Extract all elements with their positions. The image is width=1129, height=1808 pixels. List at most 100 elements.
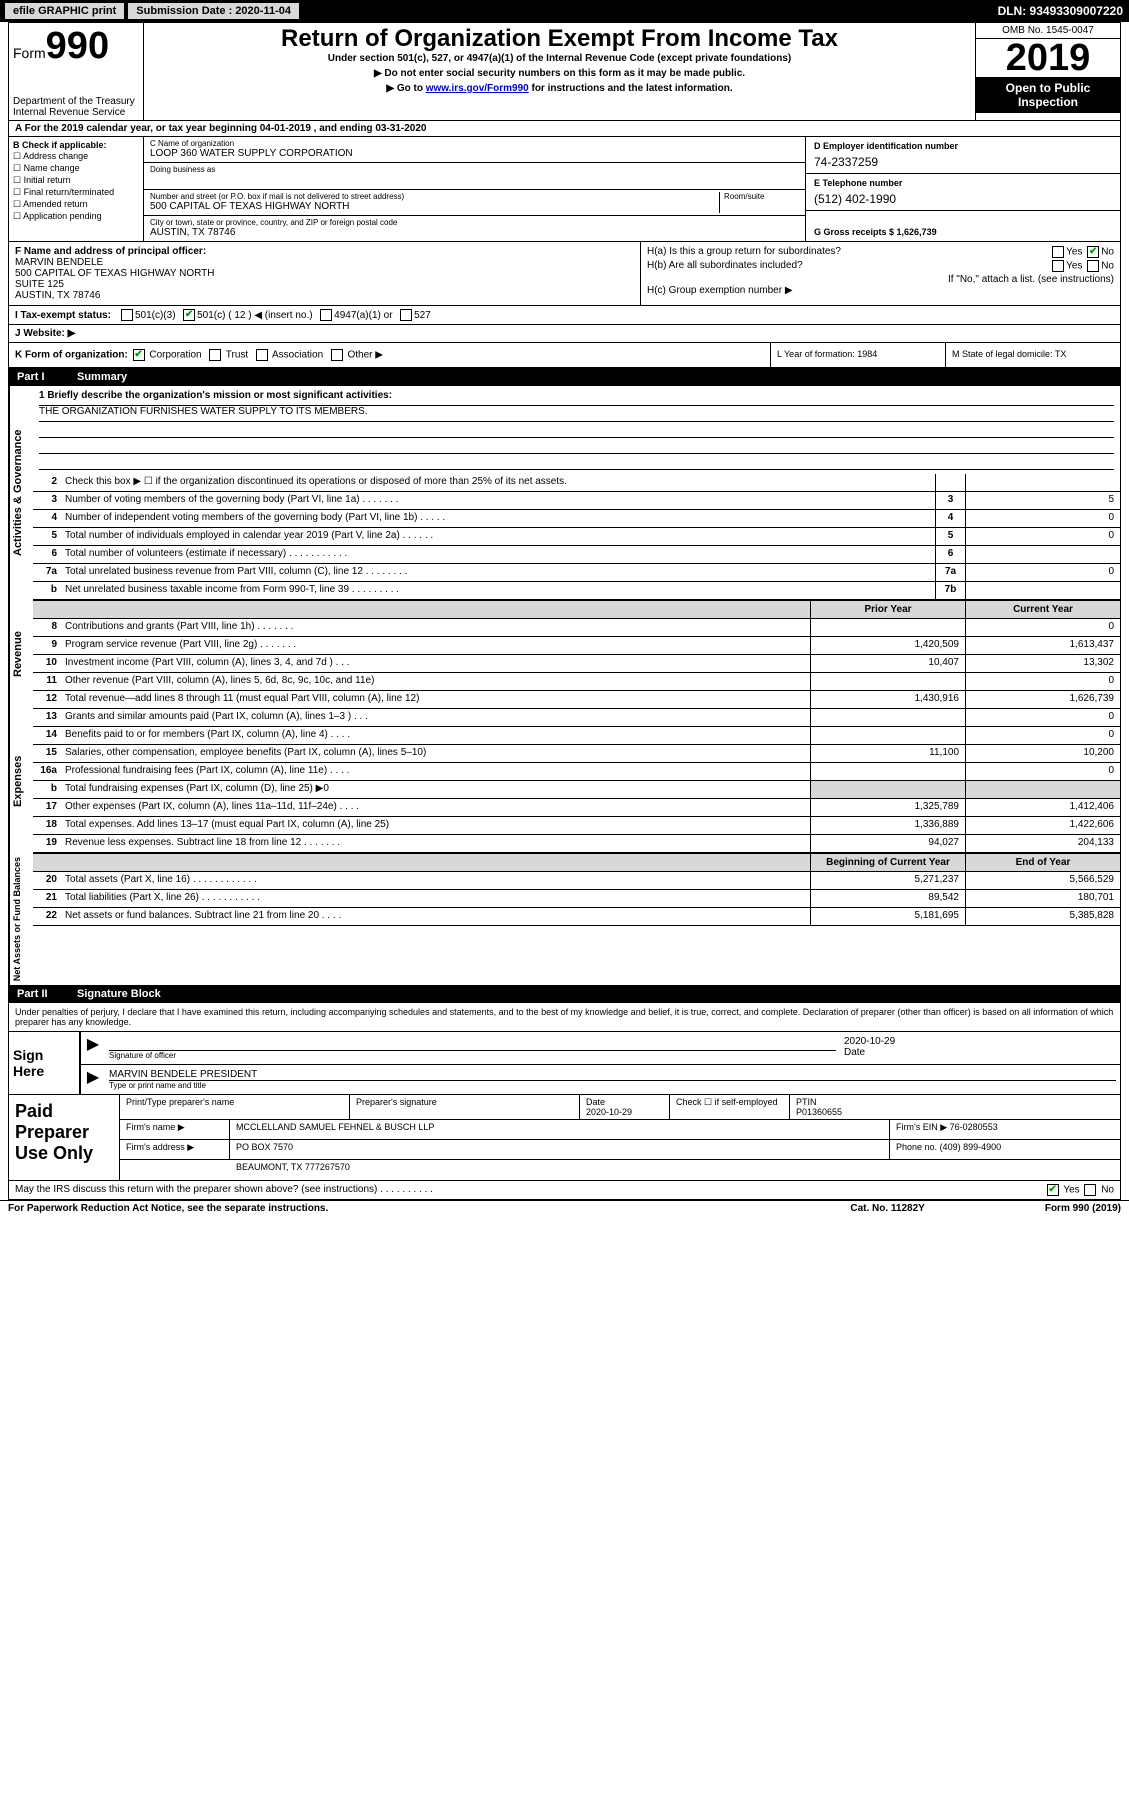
hb-yes[interactable] bbox=[1052, 260, 1064, 272]
i-501c[interactable] bbox=[183, 309, 195, 321]
row-desc: Other expenses (Part IX, column (A), lin… bbox=[61, 799, 810, 816]
sub3-post: for instructions and the latest informat… bbox=[529, 83, 733, 94]
row-box: 3 bbox=[935, 492, 965, 509]
gov-row: 2 Check this box ▶ ☐ if the organization… bbox=[33, 474, 1120, 492]
footer: For Paperwork Reduction Act Notice, see … bbox=[0, 1200, 1129, 1216]
prior-val bbox=[810, 763, 965, 780]
opt-initial[interactable]: ☐ Initial return bbox=[13, 175, 139, 186]
ein-val: 74-2337259 bbox=[814, 155, 1112, 169]
current-year-hdr: Current Year bbox=[965, 601, 1120, 618]
row-box: 7a bbox=[935, 564, 965, 581]
opt-pending[interactable]: ☐ Application pending bbox=[13, 211, 139, 222]
subtitle-3: ▶ Go to www.irs.gov/Form990 for instruct… bbox=[150, 83, 969, 94]
form-number: Form990 bbox=[13, 25, 139, 68]
mission-blank1 bbox=[39, 422, 1114, 438]
fin-row: 8 Contributions and grants (Part VIII, l… bbox=[33, 619, 1120, 637]
row-desc: Total fundraising expenses (Part IX, col… bbox=[61, 781, 810, 798]
row-desc: Number of independent voting members of … bbox=[61, 510, 935, 527]
row-box: 7b bbox=[935, 582, 965, 599]
officer-sig-label: Signature of officer bbox=[109, 1050, 836, 1060]
row-box bbox=[935, 474, 965, 491]
prior-val bbox=[810, 673, 965, 690]
fin-row: 18 Total expenses. Add lines 13–17 (must… bbox=[33, 817, 1120, 835]
k-assoc[interactable] bbox=[256, 349, 268, 361]
row-desc: Benefits paid to or for members (Part IX… bbox=[61, 727, 810, 744]
current-val bbox=[965, 781, 1120, 798]
i-527[interactable] bbox=[400, 309, 412, 321]
row-desc: Total revenue—add lines 8 through 11 (mu… bbox=[61, 691, 810, 708]
irs-discuss-text: May the IRS discuss this return with the… bbox=[15, 1184, 433, 1196]
row-num: 2 bbox=[33, 474, 61, 491]
fin-row: b Total fundraising expenses (Part IX, c… bbox=[33, 781, 1120, 799]
k-corp[interactable] bbox=[133, 349, 145, 361]
netassets-section: Net Assets or Fund Balances Beginning of… bbox=[9, 853, 1120, 985]
ha-no[interactable] bbox=[1087, 246, 1099, 258]
row-num: 6 bbox=[33, 546, 61, 563]
row-num: 14 bbox=[33, 727, 61, 744]
org-name-row: C Name of organization LOOP 360 WATER SU… bbox=[144, 137, 805, 163]
prior-val: 1,430,916 bbox=[810, 691, 965, 708]
row-desc: Revenue less expenses. Subtract line 18 … bbox=[61, 835, 810, 852]
current-val: 204,133 bbox=[965, 835, 1120, 852]
addr-label: Number and street (or P.O. box if mail i… bbox=[150, 192, 719, 201]
sig-name-label: Type or print name and title bbox=[109, 1080, 1116, 1090]
opt-name[interactable]: ☐ Name change bbox=[13, 163, 139, 174]
tax-status-label: I Tax-exempt status: bbox=[15, 310, 111, 321]
discuss-no[interactable] bbox=[1084, 1184, 1096, 1196]
prior-val: 5,181,695 bbox=[810, 908, 965, 925]
prior-val: 10,407 bbox=[810, 655, 965, 672]
box-g: G Gross receipts $ 1,626,739 bbox=[806, 211, 1120, 241]
box-i: I Tax-exempt status: 501(c)(3) 501(c) ( … bbox=[9, 306, 1120, 325]
city-label: City or town, state or province, country… bbox=[150, 218, 799, 227]
current-val: 1,412,406 bbox=[965, 799, 1120, 816]
sign-here-block: Sign Here ▶ Signature of officer 2020-10… bbox=[9, 1031, 1120, 1094]
row-num: 5 bbox=[33, 528, 61, 545]
firm-addr2: BEAUMONT, TX 777267570 bbox=[230, 1160, 1120, 1180]
irs-link[interactable]: www.irs.gov/Form990 bbox=[426, 83, 529, 94]
firm-addr-label: Firm's address ▶ bbox=[120, 1140, 230, 1159]
row-desc: Net unrelated business taxable income fr… bbox=[61, 582, 935, 599]
row-desc: Total number of individuals employed in … bbox=[61, 528, 935, 545]
subtitle-2: ▶ Do not enter social security numbers o… bbox=[150, 68, 969, 79]
k-trust[interactable] bbox=[209, 349, 221, 361]
fin-row: 21 Total liabilities (Part X, line 26) .… bbox=[33, 890, 1120, 908]
discuss-yes[interactable] bbox=[1047, 1184, 1059, 1196]
expenses-section: Expenses 13 Grants and similar amounts p… bbox=[9, 709, 1120, 853]
firm-addr1: PO BOX 7570 bbox=[230, 1140, 890, 1159]
current-val: 0 bbox=[965, 619, 1120, 636]
section-f-h: F Name and address of principal officer:… bbox=[9, 242, 1120, 306]
row-desc: Check this box ▶ ☐ if the organization d… bbox=[61, 474, 935, 491]
row-desc: Investment income (Part VIII, column (A)… bbox=[61, 655, 810, 672]
part2-header: Part II Signature Block bbox=[9, 985, 1120, 1003]
box-k-label: K Form of organization: bbox=[15, 350, 128, 361]
row-num: 22 bbox=[33, 908, 61, 925]
hb-label: H(b) Are all subordinates included? bbox=[647, 260, 803, 272]
name-label: C Name of organization bbox=[150, 139, 799, 148]
gov-row: 5 Total number of individuals employed i… bbox=[33, 528, 1120, 546]
row-num: b bbox=[33, 781, 61, 798]
row-desc: Total unrelated business revenue from Pa… bbox=[61, 564, 935, 581]
fin-row: 10 Investment income (Part VIII, column … bbox=[33, 655, 1120, 673]
box-d: D Employer identification number 74-2337… bbox=[806, 137, 1120, 174]
row-num: 18 bbox=[33, 817, 61, 834]
opt-address[interactable]: ☐ Address change bbox=[13, 151, 139, 162]
i-501c3[interactable] bbox=[121, 309, 133, 321]
hb-no[interactable] bbox=[1087, 260, 1099, 272]
mission-text: THE ORGANIZATION FURNISHES WATER SUPPLY … bbox=[39, 406, 1114, 422]
governance-section: Activities & Governance 1 Briefly descri… bbox=[9, 386, 1120, 600]
opt-final[interactable]: ☐ Final return/terminated bbox=[13, 187, 139, 198]
room-label: Room/suite bbox=[724, 192, 799, 201]
i-4947[interactable] bbox=[320, 309, 332, 321]
efile-print-button[interactable]: efile GRAPHIC print bbox=[4, 2, 125, 20]
ha-yes[interactable] bbox=[1052, 246, 1064, 258]
officer-addr2: SUITE 125 bbox=[15, 279, 634, 290]
side-governance: Activities & Governance bbox=[9, 386, 33, 600]
opt-amended[interactable]: ☐ Amended return bbox=[13, 199, 139, 210]
k-other[interactable] bbox=[331, 349, 343, 361]
part2-title: Signature Block bbox=[77, 988, 161, 1000]
mission-label: 1 Briefly describe the organization's mi… bbox=[39, 390, 1114, 406]
header-left: Form990 Department of the Treasury Inter… bbox=[9, 23, 144, 120]
row-desc: Other revenue (Part VIII, column (A), li… bbox=[61, 673, 810, 690]
row-num: 8 bbox=[33, 619, 61, 636]
fin-row: 17 Other expenses (Part IX, column (A), … bbox=[33, 799, 1120, 817]
